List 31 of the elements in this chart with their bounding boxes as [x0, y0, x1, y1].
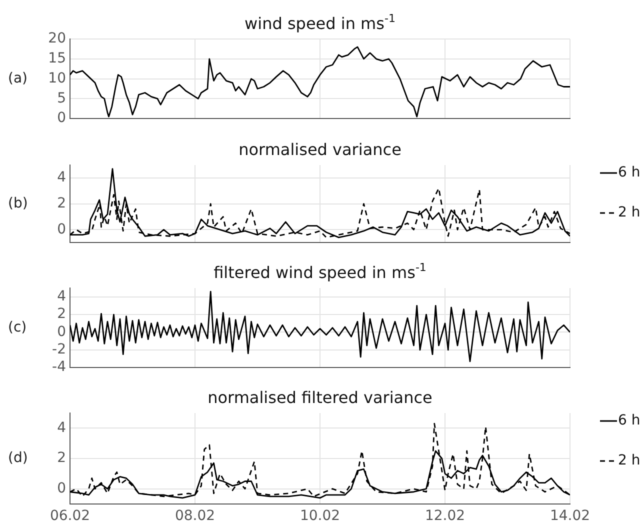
legend-label: 6 h	[618, 412, 640, 429]
chart-title: normalised filtered variance	[208, 388, 432, 407]
chart-title: normalised variance	[238, 140, 402, 159]
y-axis-title: (d)	[8, 450, 28, 466]
y-axis-title: (a)	[8, 70, 28, 86]
legend-label: 2 h	[618, 204, 640, 221]
y-tick-label: 2	[57, 306, 66, 322]
y-tick-label: 0	[57, 324, 66, 340]
x-tick-label: 08.02	[174, 508, 216, 524]
x-tick-label: 12.02	[424, 508, 466, 524]
y-tick-label: 4	[57, 170, 66, 186]
y-tick-label: -2	[52, 342, 66, 358]
y-tick-label: 10	[48, 70, 66, 86]
legend-label: 6 h	[618, 164, 640, 181]
y-axis-title: (b)	[8, 195, 28, 212]
y-tick-label: 4	[57, 288, 66, 304]
y-tick-label: 4	[57, 420, 66, 436]
legend-label: 2 h	[618, 452, 640, 469]
y-tick-label: -4	[52, 359, 66, 376]
y-axis-title: (c)	[8, 319, 27, 336]
x-tick-label: 06.02	[50, 508, 90, 524]
y-tick-label: 0	[57, 480, 66, 496]
y-tick-label: 15	[48, 50, 66, 67]
y-tick-label: 0	[57, 110, 66, 126]
y-tick-label: 0	[57, 221, 66, 238]
x-tick-label: 10.02	[300, 508, 340, 524]
y-tick-label: 5	[57, 90, 66, 106]
x-tick-label: 14.02	[550, 508, 590, 524]
y-tick-label: 20	[48, 30, 66, 47]
y-tick-label: 2	[57, 450, 66, 466]
y-tick-label: 2	[57, 195, 66, 212]
